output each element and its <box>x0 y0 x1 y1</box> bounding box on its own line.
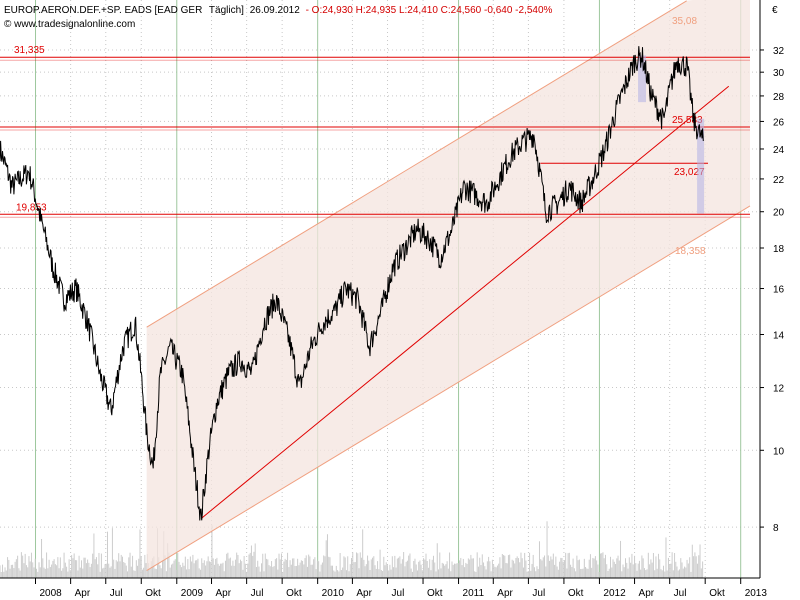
segment-level-label: 23,027 <box>674 167 705 178</box>
x-month-label: Jul <box>532 588 545 599</box>
y-tick-label: 16 <box>773 285 785 296</box>
instrument-name: EUROP.AERON.DEF.+SP. EADS [EAD GER <box>4 5 202 16</box>
y-tick-label: 32 <box>773 46 785 57</box>
source-credit: © www.tradesignalonline.com <box>4 19 135 30</box>
x-month-label: Okt <box>427 588 443 599</box>
trend-channel: 35,08 18,358 <box>146 0 751 572</box>
highlight-band <box>638 55 647 103</box>
axes: 8 10 12 14 16 18 20 22 24 26 28 30 32 2008 Apr Jul Okt 20… <box>0 0 785 599</box>
x-month-label: Apr <box>356 588 372 599</box>
channel-lower-label: 18,358 <box>675 246 706 257</box>
x-year-label: 2009 <box>181 588 204 599</box>
frequency: Täglich] <box>209 5 244 16</box>
y-tick-label: 12 <box>773 384 785 395</box>
horizontal-levels: 31,335 25,583 19,853 23,027 <box>0 45 750 218</box>
y-tick-label: 18 <box>773 244 785 255</box>
x-month-label: Jul <box>674 588 687 599</box>
y-tick-label: 22 <box>773 175 785 186</box>
x-month-label: Okt <box>145 588 161 599</box>
price-line <box>0 46 704 521</box>
x-year-label: 2013 <box>745 588 768 599</box>
channel-lower-line <box>146 205 751 572</box>
instrument-title: EUROP.AERON.DEF.+SP. EADS [EAD GER Tägli… <box>4 5 553 16</box>
currency-symbol: € <box>772 5 778 16</box>
x-year-label: 2008 <box>40 588 63 599</box>
channel-upper-line <box>146 0 687 328</box>
x-month-label: Okt <box>286 588 302 599</box>
x-month-label: Jul <box>392 588 405 599</box>
y-tick-label: 24 <box>773 145 785 156</box>
channel-upper-label: 35,08 <box>672 16 697 27</box>
x-month-label: Jul <box>251 588 264 599</box>
volume-bars <box>0 521 704 578</box>
level-label: 25,583 <box>672 115 703 126</box>
highlight-band <box>697 118 705 214</box>
x-year-label: 2010 <box>322 588 345 599</box>
x-month-label: Jul <box>110 588 123 599</box>
x-month-label: Apr <box>216 588 232 599</box>
x-month-label: Apr <box>75 588 91 599</box>
y-tick-label: 20 <box>773 208 785 219</box>
x-month-label: Apr <box>497 588 513 599</box>
y-tick-label: 28 <box>773 92 785 103</box>
x-month-label: Okt <box>568 588 584 599</box>
chart-header: EUROP.AERON.DEF.+SP. EADS [EAD GER Tägli… <box>4 5 778 30</box>
y-tick-label: 26 <box>773 117 785 128</box>
level-label: 19,853 <box>16 202 47 213</box>
x-month-label: Apr <box>639 588 655 599</box>
price-line-group <box>0 46 704 521</box>
x-year-label: 2011 <box>463 588 485 599</box>
ohlc-readout: - O:24,930 H:24,935 L:24,410 C:24,560 -0… <box>306 5 553 16</box>
x-year-label: 2012 <box>603 588 626 599</box>
level-label: 31,335 <box>14 45 45 56</box>
channel-fill <box>146 0 750 571</box>
quote-date: 26.09.2012 <box>250 5 300 16</box>
y-tick-label: 10 <box>773 446 785 457</box>
y-tick-label: 8 <box>773 523 779 534</box>
y-tick-label: 30 <box>773 68 785 79</box>
x-month-label: Okt <box>709 588 725 599</box>
y-tick-label: 14 <box>773 330 785 341</box>
trend-support-line <box>200 85 730 519</box>
